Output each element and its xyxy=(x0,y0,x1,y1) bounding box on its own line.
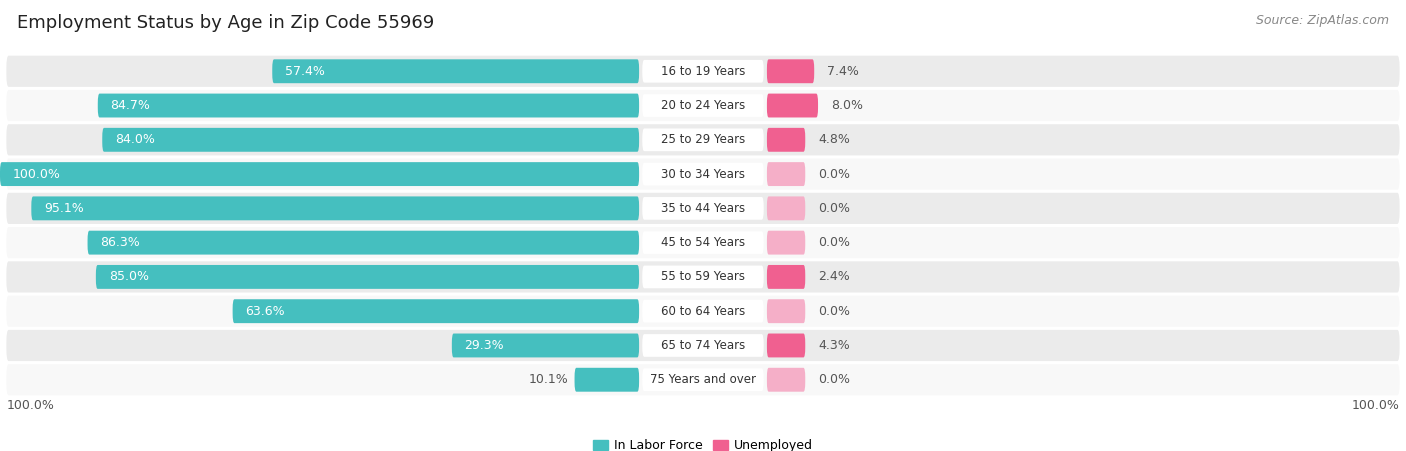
Text: 7.4%: 7.4% xyxy=(827,65,859,78)
FancyBboxPatch shape xyxy=(643,60,763,83)
FancyBboxPatch shape xyxy=(96,265,640,289)
FancyBboxPatch shape xyxy=(643,163,763,185)
FancyBboxPatch shape xyxy=(87,231,640,254)
Text: 20 to 24 Years: 20 to 24 Years xyxy=(661,99,745,112)
Text: 10.1%: 10.1% xyxy=(529,373,568,386)
FancyBboxPatch shape xyxy=(643,129,763,151)
FancyBboxPatch shape xyxy=(643,266,763,288)
Text: Source: ZipAtlas.com: Source: ZipAtlas.com xyxy=(1256,14,1389,27)
FancyBboxPatch shape xyxy=(7,55,1399,87)
FancyBboxPatch shape xyxy=(575,368,640,391)
FancyBboxPatch shape xyxy=(0,162,640,186)
Text: 4.8%: 4.8% xyxy=(818,133,849,146)
FancyBboxPatch shape xyxy=(643,231,763,254)
Text: 100.0%: 100.0% xyxy=(13,168,60,180)
Text: 25 to 29 Years: 25 to 29 Years xyxy=(661,133,745,146)
FancyBboxPatch shape xyxy=(273,60,640,83)
FancyBboxPatch shape xyxy=(766,368,806,391)
Text: 84.7%: 84.7% xyxy=(111,99,150,112)
Text: 100.0%: 100.0% xyxy=(1351,399,1399,412)
FancyBboxPatch shape xyxy=(7,227,1399,258)
Text: 55 to 59 Years: 55 to 59 Years xyxy=(661,271,745,283)
Text: 2.4%: 2.4% xyxy=(818,271,849,283)
Text: 75 Years and over: 75 Years and over xyxy=(650,373,756,386)
Text: 65 to 74 Years: 65 to 74 Years xyxy=(661,339,745,352)
Text: 60 to 64 Years: 60 to 64 Years xyxy=(661,305,745,318)
FancyBboxPatch shape xyxy=(766,94,818,117)
Text: 0.0%: 0.0% xyxy=(818,202,851,215)
FancyBboxPatch shape xyxy=(98,94,640,117)
FancyBboxPatch shape xyxy=(451,334,640,357)
FancyBboxPatch shape xyxy=(766,299,806,323)
FancyBboxPatch shape xyxy=(103,128,640,152)
Text: 0.0%: 0.0% xyxy=(818,305,851,318)
Text: 0.0%: 0.0% xyxy=(818,373,851,386)
Text: 86.3%: 86.3% xyxy=(100,236,141,249)
FancyBboxPatch shape xyxy=(7,330,1399,361)
Legend: In Labor Force, Unemployed: In Labor Force, Unemployed xyxy=(593,439,813,451)
FancyBboxPatch shape xyxy=(766,334,806,357)
Text: 30 to 34 Years: 30 to 34 Years xyxy=(661,168,745,180)
FancyBboxPatch shape xyxy=(766,197,806,220)
Text: 35 to 44 Years: 35 to 44 Years xyxy=(661,202,745,215)
Text: 4.3%: 4.3% xyxy=(818,339,849,352)
FancyBboxPatch shape xyxy=(643,368,763,391)
FancyBboxPatch shape xyxy=(7,158,1399,190)
Text: 29.3%: 29.3% xyxy=(464,339,505,352)
Text: 16 to 19 Years: 16 to 19 Years xyxy=(661,65,745,78)
FancyBboxPatch shape xyxy=(7,193,1399,224)
FancyBboxPatch shape xyxy=(766,60,814,83)
Text: 8.0%: 8.0% xyxy=(831,99,863,112)
FancyBboxPatch shape xyxy=(7,90,1399,121)
Text: 63.6%: 63.6% xyxy=(246,305,285,318)
FancyBboxPatch shape xyxy=(766,265,806,289)
Text: 0.0%: 0.0% xyxy=(818,168,851,180)
FancyBboxPatch shape xyxy=(232,299,640,323)
FancyBboxPatch shape xyxy=(31,197,640,220)
FancyBboxPatch shape xyxy=(643,197,763,220)
FancyBboxPatch shape xyxy=(643,94,763,117)
Text: 0.0%: 0.0% xyxy=(818,236,851,249)
FancyBboxPatch shape xyxy=(643,300,763,322)
FancyBboxPatch shape xyxy=(7,364,1399,396)
Text: 57.4%: 57.4% xyxy=(285,65,325,78)
FancyBboxPatch shape xyxy=(766,128,806,152)
FancyBboxPatch shape xyxy=(766,162,806,186)
FancyBboxPatch shape xyxy=(7,295,1399,327)
FancyBboxPatch shape xyxy=(643,334,763,357)
FancyBboxPatch shape xyxy=(766,231,806,254)
Text: 95.1%: 95.1% xyxy=(44,202,84,215)
Text: 100.0%: 100.0% xyxy=(7,399,55,412)
Text: 84.0%: 84.0% xyxy=(115,133,155,146)
Text: 45 to 54 Years: 45 to 54 Years xyxy=(661,236,745,249)
FancyBboxPatch shape xyxy=(7,124,1399,156)
FancyBboxPatch shape xyxy=(7,261,1399,293)
Text: Employment Status by Age in Zip Code 55969: Employment Status by Age in Zip Code 559… xyxy=(17,14,434,32)
Text: 85.0%: 85.0% xyxy=(108,271,149,283)
